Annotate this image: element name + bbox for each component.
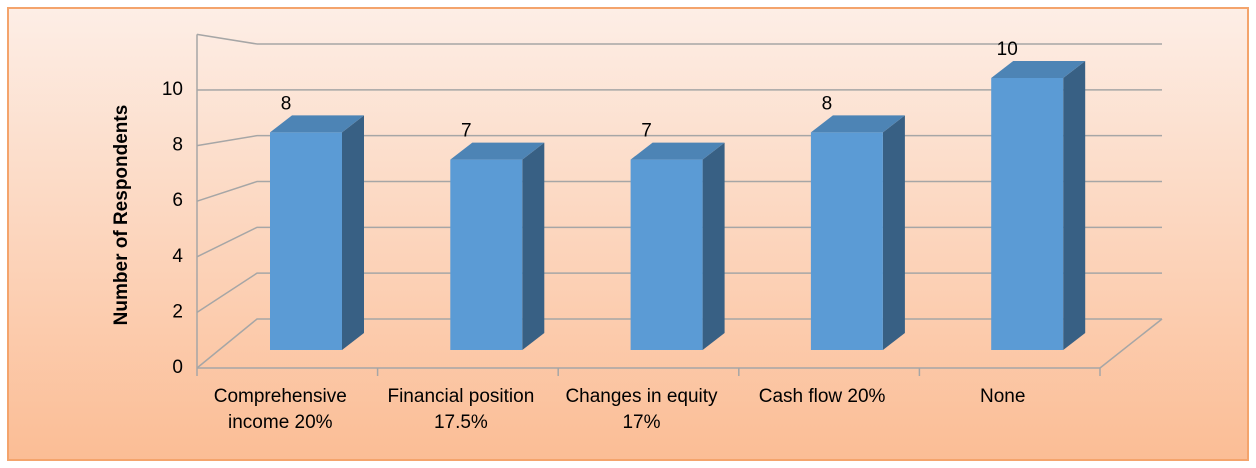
- data-label: 8: [281, 93, 292, 114]
- floor: [1099, 318, 1163, 369]
- x-tick-label: None: [979, 386, 1026, 407]
- bar-top: [270, 115, 364, 133]
- data-label: 7: [641, 121, 652, 142]
- x-tick-label: Cash flow 20%: [758, 386, 886, 407]
- bar-front: [810, 132, 883, 350]
- bar-top: [991, 61, 1086, 78]
- bar-front: [991, 78, 1064, 350]
- x-tick-label: Comprehensive income 20%: [213, 386, 347, 433]
- y-tick-label: 10: [162, 79, 183, 100]
- bar-side: [702, 142, 725, 350]
- y-tick-label: 8: [172, 135, 183, 156]
- y-tick-label: 6: [172, 190, 183, 211]
- bar-top: [810, 115, 905, 133]
- bar-side: [1063, 61, 1086, 350]
- bar-front: [270, 132, 342, 350]
- y-tick-label: 4: [172, 246, 183, 267]
- data-label: 8: [822, 93, 833, 114]
- bar: [810, 115, 905, 351]
- x-tick-label: Changes in equity 17%: [565, 386, 718, 433]
- data-label: 10: [997, 39, 1018, 60]
- back-wall-frame: [196, 33, 1162, 45]
- bar-front: [450, 159, 523, 350]
- bar: [991, 61, 1086, 350]
- y-axis-title: Number of Respondents: [111, 105, 132, 326]
- bar-side: [342, 115, 364, 351]
- y-tick-label: 0: [172, 357, 183, 378]
- bar: [270, 115, 364, 351]
- x-tick-label: Financial position 17.5%: [387, 386, 535, 433]
- bar-side: [522, 142, 545, 350]
- bar: [630, 142, 725, 350]
- bar-top: [450, 142, 545, 160]
- data-label: 7: [461, 121, 472, 142]
- bar: [450, 142, 545, 350]
- bar-top: [630, 142, 725, 160]
- bar-front: [630, 159, 703, 350]
- y-tick-label: 2: [172, 301, 183, 322]
- bar-side: [882, 115, 905, 351]
